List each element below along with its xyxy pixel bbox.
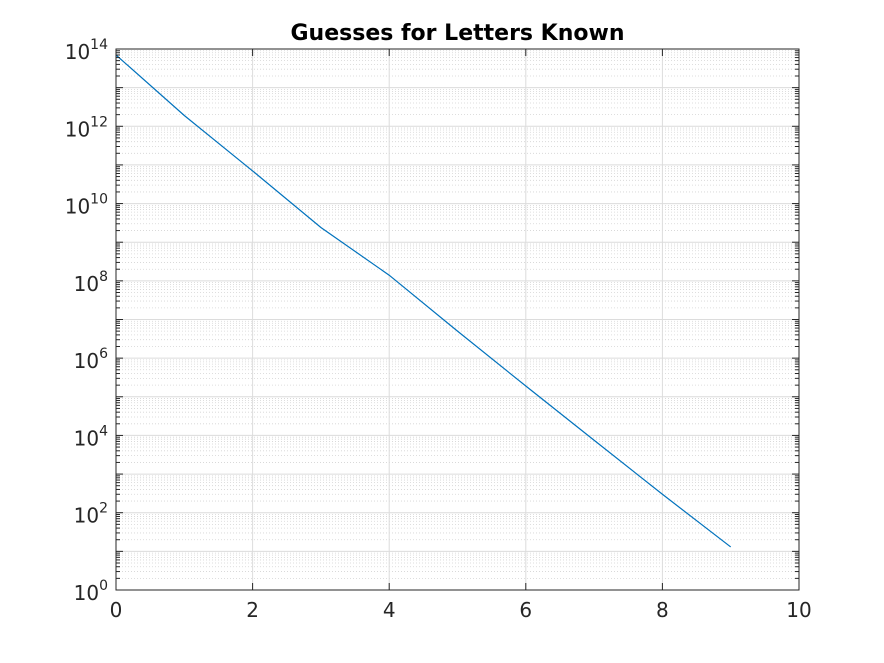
series-layer [115,54,732,548]
y-tick-label: 100 [74,578,108,605]
x-tick-label: 8 [656,598,669,622]
y-tick-label: 108 [74,269,108,296]
y-tick-label: 1014 [65,37,108,64]
y-tick-labels: 100 102 104 106 108 1010 1012 1014 [65,37,108,605]
chart-title: Guesses for Letters Known [290,21,624,46]
series-line [115,54,732,548]
grid [115,48,800,591]
x-tick-label: 4 [383,598,396,622]
x-tick-label: 2 [246,598,259,622]
x-tick-label: 6 [519,598,532,622]
y-tick-label: 1010 [65,192,108,219]
y-tick-label: 102 [74,501,108,528]
y-tick-label: 106 [74,346,108,373]
x-tick-label: 10 [786,598,811,622]
y-tick-label: 104 [74,423,108,450]
x-tick-label: 0 [110,598,123,622]
x-tick-labels: 0 2 4 6 8 10 [110,598,812,622]
tick-marks [115,48,800,591]
y-tick-label: 1012 [65,114,108,141]
